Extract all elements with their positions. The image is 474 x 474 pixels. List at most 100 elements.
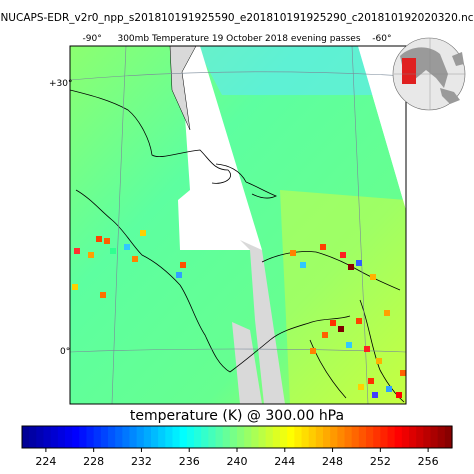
colorbar-segment xyxy=(165,426,174,448)
colorbar-segment xyxy=(72,426,80,448)
colorbar-segment xyxy=(50,426,59,448)
colorbar-segment xyxy=(93,426,102,448)
noise-pixel xyxy=(96,236,102,242)
colorbar-ticks: 224 228 232 236 240 244 248 252 256 xyxy=(35,448,439,468)
colorbar-segment xyxy=(287,426,295,448)
colorbar-segment xyxy=(294,426,303,448)
noise-pixel xyxy=(384,310,390,316)
colorbar-tick-label: 244 xyxy=(274,455,295,468)
colorbar-segment xyxy=(208,426,217,448)
colorbar-segment xyxy=(387,426,396,448)
colorbar-segment xyxy=(258,426,267,448)
colorbar-tick-label: 256 xyxy=(418,455,439,468)
map-frame xyxy=(69,45,407,405)
colorbar-segment xyxy=(308,426,317,448)
noise-pixel xyxy=(104,238,110,244)
colorbar-segment xyxy=(323,426,331,448)
colorbar-segment xyxy=(373,426,381,448)
colorbar-segment xyxy=(251,426,260,448)
colorbar-segment xyxy=(115,426,123,448)
noise-pixel xyxy=(372,392,378,398)
swath-gap-east xyxy=(358,46,406,210)
colorbar-segment xyxy=(36,426,45,448)
colorbar-label: temperature (K) @ 300.00 hPa xyxy=(129,408,345,424)
noise-pixel xyxy=(88,252,94,258)
colorbar-segment xyxy=(29,426,37,448)
colorbar-segment xyxy=(194,426,202,448)
noise-pixel xyxy=(396,392,402,398)
colorbar-segment xyxy=(351,426,360,448)
noise-pixel xyxy=(310,348,316,354)
colorbar-segment xyxy=(380,426,389,448)
colorbar-segment xyxy=(151,426,159,448)
colorbar-segment xyxy=(437,426,446,448)
colorbar-segment xyxy=(158,426,166,448)
colorbar-segment xyxy=(401,426,410,448)
noise-pixel xyxy=(290,250,296,256)
map-area xyxy=(70,46,406,404)
noise-pixel xyxy=(330,320,336,326)
land-mask-andes xyxy=(232,322,262,404)
noise-pixel xyxy=(400,370,406,376)
colorbar-segment xyxy=(409,426,417,448)
colorbar-segment xyxy=(358,426,367,448)
noise-pixel xyxy=(356,318,362,324)
colorbar-tick-label: 248 xyxy=(322,455,343,468)
noise-pixel xyxy=(346,342,352,348)
noise-pixel xyxy=(386,386,392,392)
noise-pixel xyxy=(140,230,146,236)
noise-pixel xyxy=(322,332,328,338)
noise-pixel xyxy=(348,264,354,270)
colorbar-segment xyxy=(272,426,281,448)
land-mask-strip xyxy=(240,240,285,404)
colorbar-segment xyxy=(394,426,403,448)
colorbar xyxy=(21,425,453,449)
colorbar-segment xyxy=(100,426,109,448)
colorbar-segment xyxy=(222,426,231,448)
colorbar-segment xyxy=(444,426,453,448)
colorbar-segment xyxy=(122,426,131,448)
noise-pixel xyxy=(74,248,80,254)
colorbar-segment xyxy=(201,426,209,448)
colorbar-tick-label: 228 xyxy=(83,455,104,468)
colorbar-segment xyxy=(43,426,52,448)
colorbar-tick-label: 252 xyxy=(370,455,391,468)
lon-label-right: -60° xyxy=(372,34,392,44)
colorbar-segment xyxy=(265,426,274,448)
colorbar-segment xyxy=(179,426,188,448)
colorbar-segment xyxy=(416,426,424,448)
graticule xyxy=(70,46,406,404)
noise-pixel xyxy=(340,252,346,258)
colorbar-segment xyxy=(330,426,338,448)
colorbar-segment xyxy=(337,426,346,448)
noise-pixel xyxy=(364,346,370,352)
noise-pixel xyxy=(132,256,138,262)
colorbar-segment xyxy=(172,426,181,448)
colorbar-segment xyxy=(430,426,439,448)
colorbar-segment xyxy=(366,426,374,448)
colorbar-segment xyxy=(315,426,324,448)
colorbar-segment xyxy=(280,426,288,448)
noise-pixel xyxy=(100,292,106,298)
colorbar-segment xyxy=(86,426,95,448)
noise-pixel xyxy=(358,384,364,390)
colorbar-segment xyxy=(344,426,353,448)
map-subtitle: -90° 300mb Temperature 19 October 2018 e… xyxy=(0,34,474,44)
noise-pixel xyxy=(370,274,376,280)
noise-pixel xyxy=(320,244,326,250)
noise-pixel xyxy=(368,378,374,384)
colorbar-tick-label: 232 xyxy=(131,455,152,468)
inset-globe xyxy=(392,37,466,111)
colorbar-tick-label: 224 xyxy=(35,455,56,468)
colorbar-segment xyxy=(301,426,310,448)
lon-label-left: -90° xyxy=(82,34,102,44)
noise-pixel xyxy=(180,262,186,268)
file-title: NUCAPS-EDR_v2r0_npp_s201810191925590_e20… xyxy=(0,12,474,24)
colorbar-segment xyxy=(186,426,195,448)
colorbar-segment xyxy=(215,426,224,448)
colorbar-tick-label: 240 xyxy=(227,455,248,468)
colorbar-tick-label: 236 xyxy=(179,455,200,468)
inset-swath-marker xyxy=(402,58,416,84)
colorbar-segment xyxy=(423,426,432,448)
colorbar-segment xyxy=(244,426,252,448)
